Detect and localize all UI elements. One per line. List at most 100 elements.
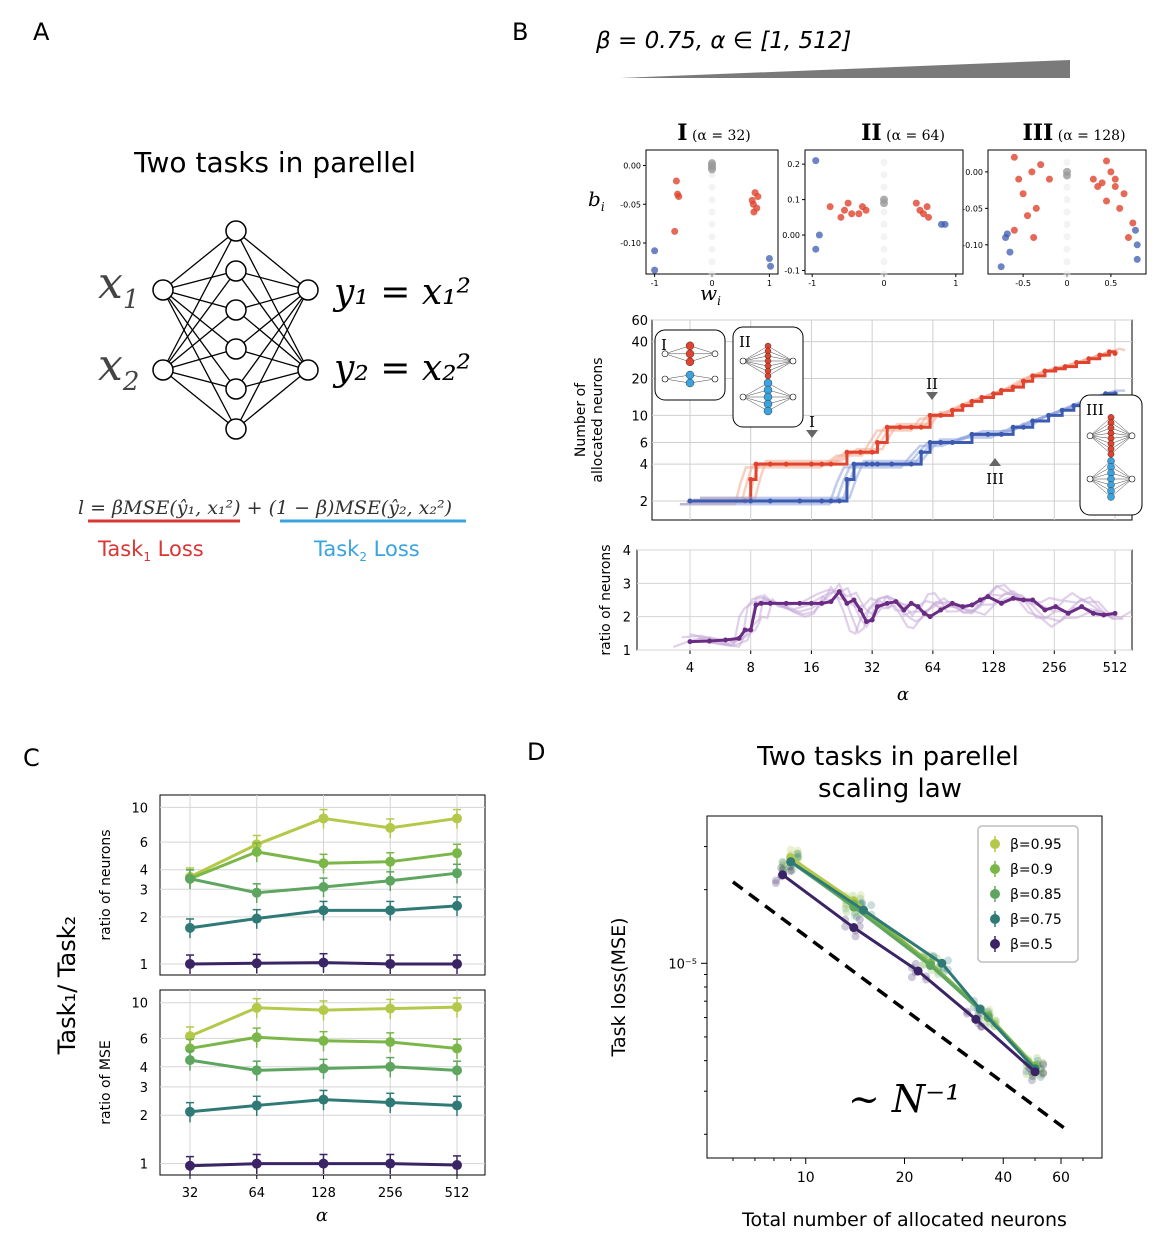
d-scatter-point xyxy=(771,876,780,885)
neurons-point xyxy=(1097,352,1103,358)
scatter-faint-point xyxy=(708,183,716,191)
alpha-marker-arrow xyxy=(926,392,938,400)
scatter-task1-point xyxy=(1015,175,1023,183)
inset-i-hidden-node xyxy=(685,378,695,388)
output-y1: y₁ = x₁² xyxy=(332,272,471,313)
input-node xyxy=(152,279,174,301)
d-scatter-point xyxy=(1022,1067,1031,1076)
scatter-task1-point xyxy=(1019,190,1027,198)
scatter-task1-point xyxy=(848,210,856,218)
c-point xyxy=(251,846,262,857)
scatter-xlabel-main: w xyxy=(700,281,717,305)
c-point xyxy=(385,875,396,886)
neurons-point xyxy=(1053,366,1059,372)
neurons-point xyxy=(1074,359,1080,365)
scatter-task1-point xyxy=(920,210,927,218)
ratio-ylabel: ratio of neurons xyxy=(598,544,614,655)
c-ytick-label: 3 xyxy=(140,883,148,898)
neurons-point xyxy=(844,476,850,482)
inset-ii-edge xyxy=(767,389,794,398)
neurons-point xyxy=(869,461,875,467)
panel-d-title-2: scaling law xyxy=(818,774,962,804)
d-scatter-point xyxy=(787,866,796,875)
scatter-task2-point xyxy=(812,157,820,165)
c-point xyxy=(251,1100,262,1111)
neurons-point xyxy=(874,440,880,446)
neurons-point xyxy=(863,461,869,467)
inset-i-edge xyxy=(689,353,716,363)
ratio-point xyxy=(908,600,914,606)
edge-in-hidden xyxy=(162,270,237,371)
scatter-faint-point xyxy=(1063,258,1071,266)
inset-ii-hidden-node xyxy=(764,372,772,380)
d-legend-label: β=0.9 xyxy=(1010,862,1053,878)
d-legend-marker xyxy=(990,914,1000,924)
scatter-task2-point xyxy=(1003,230,1011,238)
neurons-point xyxy=(991,391,997,397)
scatter-task2-point xyxy=(812,245,820,253)
panel-d: Two tasks in parellel scaling law 10 20 40… xyxy=(608,742,1103,1231)
inset-ii-edge xyxy=(767,360,794,367)
scatter-xtick-label: 0 xyxy=(709,279,714,288)
scatter-faint-point xyxy=(880,208,888,216)
c-point xyxy=(385,1003,396,1014)
d-series-point xyxy=(937,958,947,968)
scatter-task1-point xyxy=(753,204,761,212)
c-ytick-label: 4 xyxy=(140,1061,148,1076)
neurons-point xyxy=(998,431,1004,437)
c-point xyxy=(385,1158,396,1169)
neurons-point xyxy=(1059,407,1065,413)
c-point xyxy=(318,1005,329,1016)
ratio-point xyxy=(857,607,863,613)
ratio-point xyxy=(1042,607,1048,613)
edge-hidden-out xyxy=(235,230,309,291)
ratio-point xyxy=(1079,604,1085,610)
scatter-ylabel: bi xyxy=(588,187,605,214)
c-ylabel: ratio of MSE xyxy=(98,1040,114,1125)
inset-ii-edge xyxy=(742,350,769,362)
ratio-point xyxy=(949,600,955,606)
scatter-faint-point xyxy=(880,171,888,179)
edge-in-hidden xyxy=(162,309,237,371)
neurons-point xyxy=(808,461,814,467)
inset-iii-edge xyxy=(1089,435,1112,444)
ratio-point xyxy=(1030,597,1036,603)
scatter-ytick-label: -0.05 xyxy=(620,200,641,209)
neurons-point xyxy=(748,498,754,504)
scatter-ytick-label: -0.1 xyxy=(784,266,800,275)
c-point xyxy=(251,1032,262,1043)
scatter-task1-point xyxy=(754,193,762,200)
neurons-ytick-label: 60 xyxy=(631,314,648,329)
scatter-faint-point xyxy=(1063,245,1071,253)
d-legend-label: β=0.75 xyxy=(1010,912,1062,928)
inset-iii-edge xyxy=(1110,432,1133,437)
inset-i-edge xyxy=(689,374,716,380)
edge-in-hidden xyxy=(162,369,237,430)
neurons-point xyxy=(874,461,880,467)
ratio-point xyxy=(921,610,927,616)
d-scatter-point xyxy=(793,849,802,858)
scatter-task1-point xyxy=(1028,168,1036,176)
ratio-xtick-label: 8 xyxy=(747,661,755,676)
c-ylabel: ratio of neurons xyxy=(98,829,114,940)
ratio-point xyxy=(927,614,933,620)
ratio-point xyxy=(687,639,693,645)
scatter-task1-point xyxy=(1030,234,1038,242)
c-point xyxy=(452,1100,462,1111)
neurons-point xyxy=(949,407,955,413)
neurons-ytick-label: 4 xyxy=(640,458,648,473)
c-point xyxy=(251,913,262,924)
ratio-point xyxy=(723,637,729,643)
c-ytick-label: 3 xyxy=(140,1081,148,1096)
c-point xyxy=(318,957,329,968)
c-mse-ratio-chart: 32 64 128 256 512 1 2 3 4 6 10 ratio of MSE α xyxy=(98,989,486,1226)
c-ytick-label: 6 xyxy=(140,836,148,851)
hidden-node xyxy=(225,418,247,440)
inset-i-hidden-node xyxy=(685,370,695,380)
scatter-title-roman: II xyxy=(861,120,882,146)
panel-a-title: Two tasks in parellel xyxy=(133,146,416,179)
scatter-xtick-label: 1 xyxy=(767,279,772,288)
inset-ii-io-node xyxy=(789,393,797,401)
d-series-point xyxy=(975,1004,985,1014)
